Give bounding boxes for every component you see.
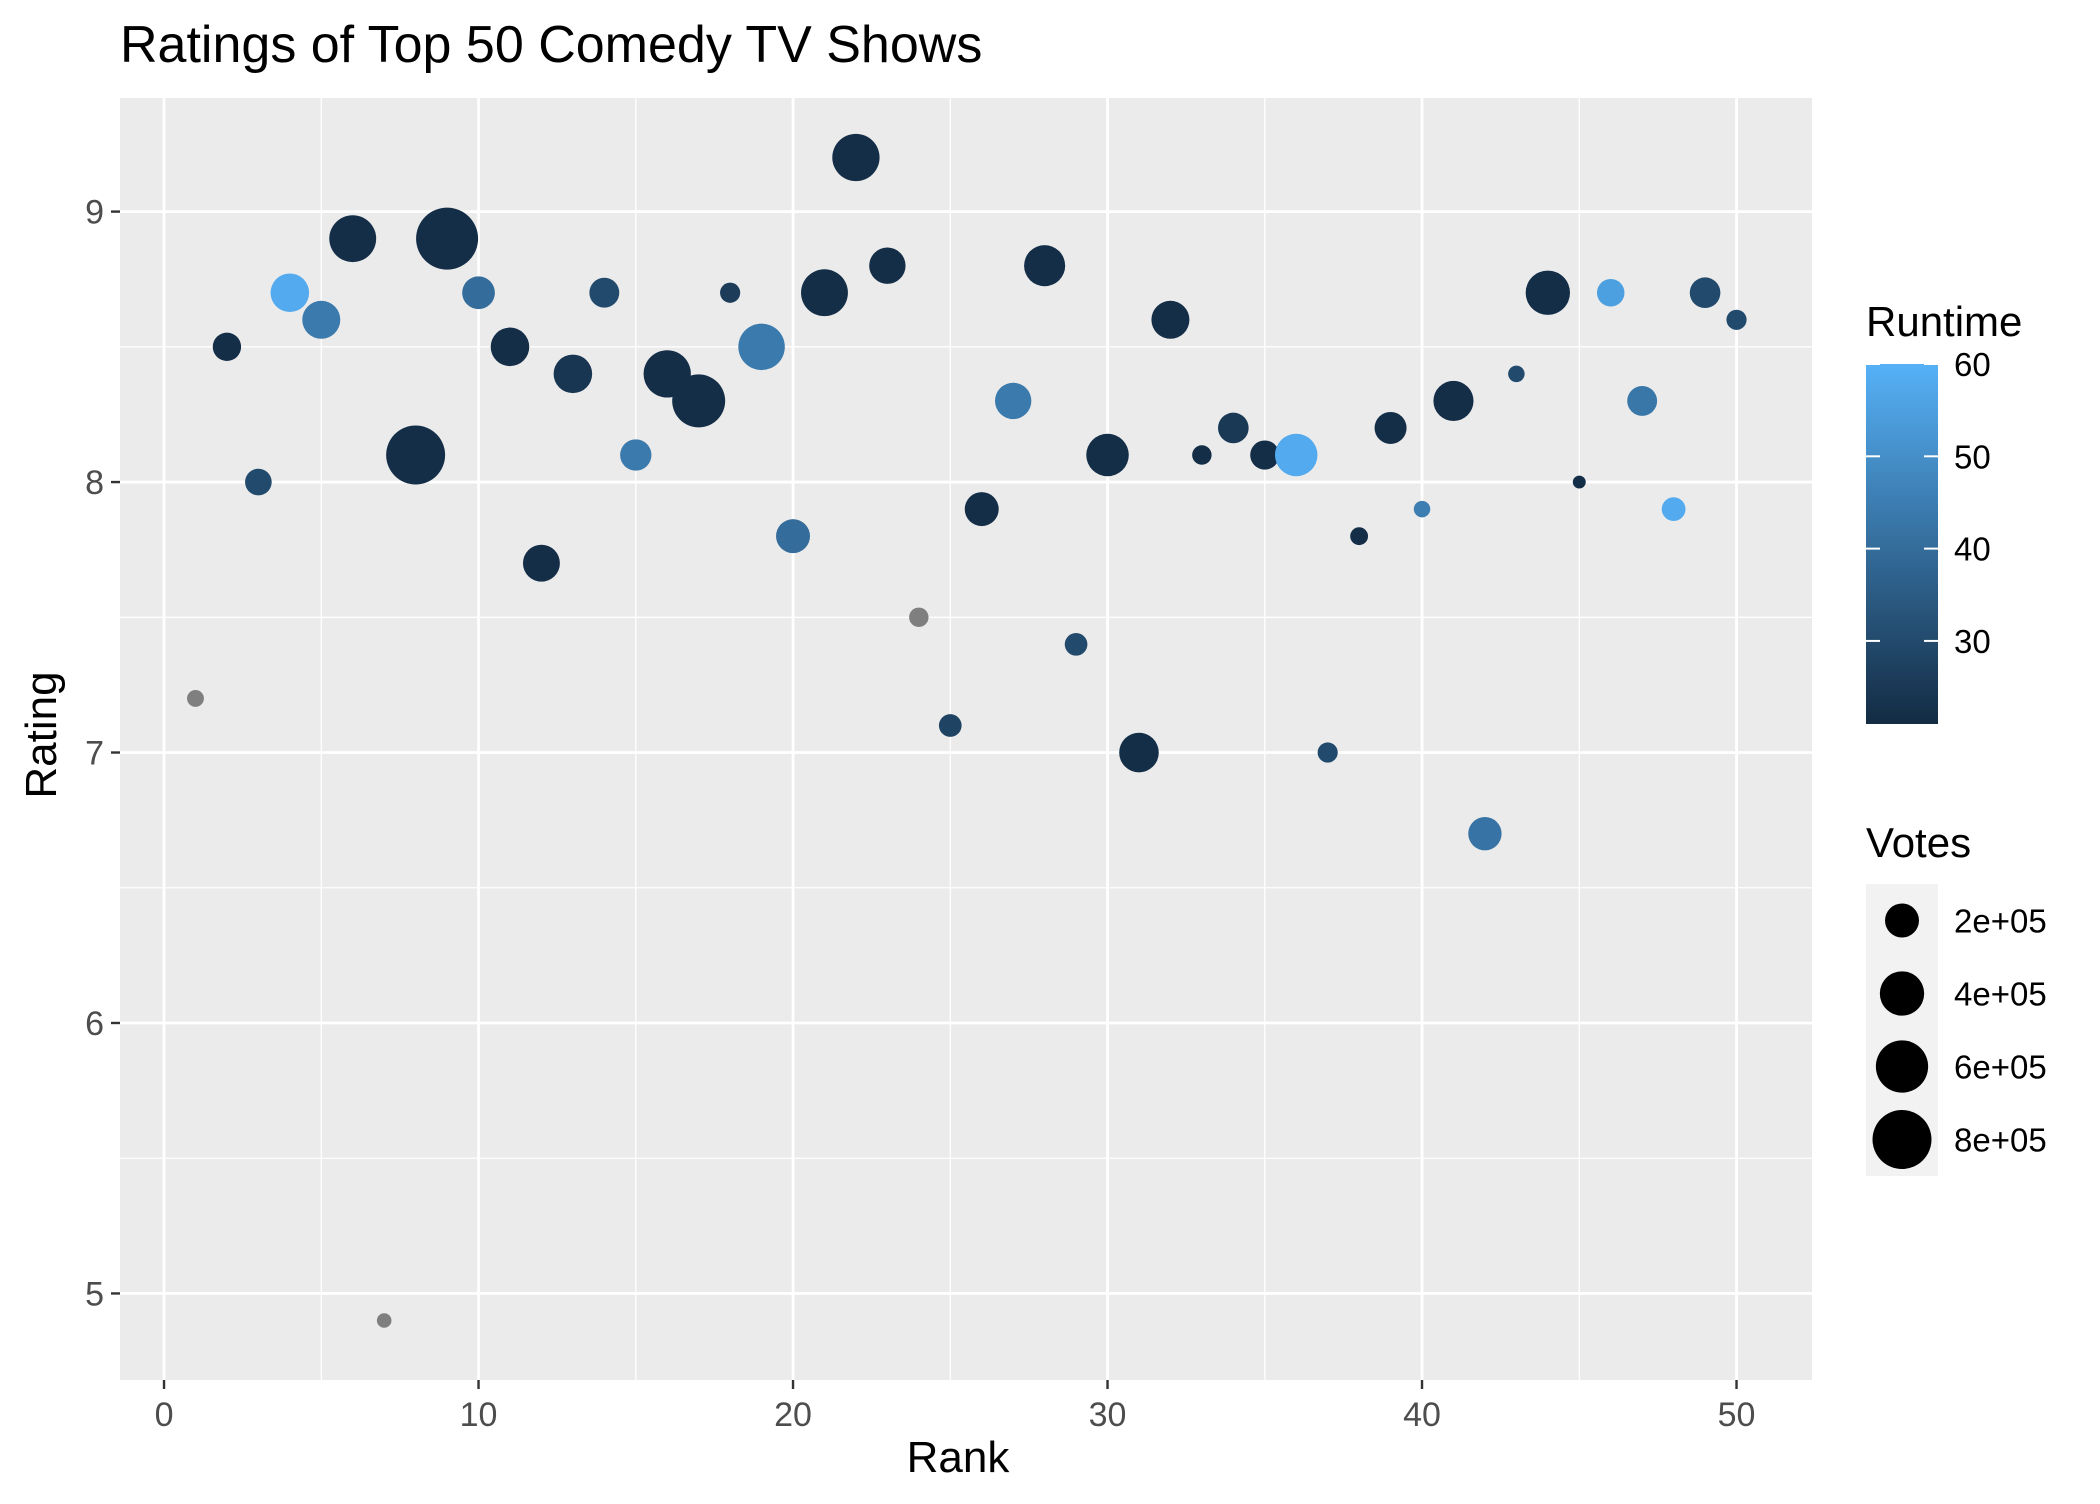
point-rank-13 xyxy=(553,354,593,394)
point-rank-22 xyxy=(832,133,880,182)
point-rank-26 xyxy=(964,492,999,527)
point-rank-33 xyxy=(1192,445,1212,465)
votes-key-dot xyxy=(1879,971,1925,1016)
y-axis-title: Rating xyxy=(17,671,66,798)
point-rank-45 xyxy=(1572,475,1586,489)
point-rank-12 xyxy=(522,544,560,582)
point-rank-6 xyxy=(329,215,377,263)
runtime-legend: Runtime 30 40 50 60 xyxy=(1866,298,2022,724)
point-rank-44 xyxy=(1525,270,1570,315)
x-tick-label: 40 xyxy=(1403,1396,1441,1434)
point-rank-30 xyxy=(1086,433,1129,477)
y-tick-label: 7 xyxy=(85,735,104,773)
point-rank-28 xyxy=(1024,245,1066,287)
x-axis: 0 10 20 30 40 50 xyxy=(155,1380,1756,1434)
votes-key-label: 2e+05 xyxy=(1954,903,2047,940)
votes-legend-keys: 2e+05 4e+05 6e+05 8e+05 xyxy=(1866,884,2047,1176)
point-rank-42 xyxy=(1468,816,1502,851)
y-tick-label: 5 xyxy=(85,1275,104,1313)
point-rank-2 xyxy=(212,332,242,362)
point-rank-5 xyxy=(302,300,341,339)
votes-key-dot xyxy=(1885,903,1919,938)
colorbar-tick-label: 40 xyxy=(1954,531,1991,568)
point-rank-43 xyxy=(1508,365,1525,383)
point-rank-4 xyxy=(270,273,310,313)
point-rank-3 xyxy=(245,468,272,496)
point-rank-24 xyxy=(909,607,929,628)
point-rank-17 xyxy=(672,374,726,428)
votes-key-dot xyxy=(1875,1040,1929,1093)
y-tick-label: 9 xyxy=(85,194,104,232)
runtime-legend-title: Runtime xyxy=(1866,298,2022,345)
votes-key-label: 4e+05 xyxy=(1954,976,2047,1013)
point-rank-36 xyxy=(1274,433,1318,477)
y-tick-label: 6 xyxy=(85,1005,104,1043)
point-rank-25 xyxy=(938,714,962,737)
point-rank-50 xyxy=(1726,309,1747,330)
votes-key-dot xyxy=(1872,1110,1932,1169)
runtime-colorbar-ticks: 30 40 50 60 xyxy=(1866,346,1991,660)
point-rank-15 xyxy=(620,439,652,471)
y-tick-label: 8 xyxy=(85,464,104,502)
point-rank-23 xyxy=(869,247,906,284)
point-rank-20 xyxy=(776,519,811,554)
point-rank-7 xyxy=(376,1313,392,1328)
point-rank-21 xyxy=(801,269,848,317)
colorbar-tick-label: 30 xyxy=(1954,623,1991,660)
point-rank-31 xyxy=(1119,732,1159,773)
point-rank-47 xyxy=(1627,385,1658,416)
point-rank-32 xyxy=(1151,300,1190,339)
point-rank-19 xyxy=(738,323,785,371)
point-rank-37 xyxy=(1317,742,1338,763)
x-axis-title: Rank xyxy=(907,1433,1011,1482)
point-rank-48 xyxy=(1661,497,1686,521)
point-rank-49 xyxy=(1689,277,1721,309)
colorbar-tick-label: 50 xyxy=(1954,438,1991,475)
votes-legend-title: Votes xyxy=(1866,819,1971,866)
point-rank-1 xyxy=(187,689,204,707)
point-rank-8 xyxy=(386,425,446,485)
point-rank-39 xyxy=(1374,411,1407,444)
point-rank-34 xyxy=(1218,412,1249,444)
point-rank-38 xyxy=(1350,527,1369,546)
point-rank-14 xyxy=(589,277,620,308)
x-tick-label: 0 xyxy=(155,1396,174,1434)
votes-legend: Votes 2e+05 4e+05 6e+05 8e+05 xyxy=(1866,819,2047,1176)
point-rank-10 xyxy=(462,276,495,310)
point-rank-46 xyxy=(1596,278,1625,307)
x-tick-label: 50 xyxy=(1718,1396,1756,1434)
x-tick-label: 10 xyxy=(460,1396,498,1434)
point-rank-35 xyxy=(1250,440,1280,470)
x-tick-label: 20 xyxy=(774,1396,812,1434)
chart-title: Ratings of Top 50 Comedy TV Shows xyxy=(120,16,982,74)
plot-panel xyxy=(120,98,1812,1380)
votes-key-label: 8e+05 xyxy=(1954,1122,2047,1159)
y-axis: 5 6 7 8 9 xyxy=(85,194,120,1313)
point-rank-18 xyxy=(720,282,741,303)
panel-background xyxy=(120,98,1812,1380)
point-rank-9 xyxy=(416,207,479,270)
point-rank-11 xyxy=(490,327,530,367)
point-rank-29 xyxy=(1064,632,1088,656)
x-tick-label: 30 xyxy=(1089,1396,1127,1434)
votes-key-label: 6e+05 xyxy=(1954,1049,2047,1086)
colorbar-tick-label: 60 xyxy=(1954,346,1991,383)
point-rank-40 xyxy=(1413,500,1431,518)
runtime-colorbar xyxy=(1866,364,1938,724)
point-rank-41 xyxy=(1433,380,1474,421)
data-points xyxy=(187,133,1747,1328)
point-rank-27 xyxy=(994,382,1032,420)
